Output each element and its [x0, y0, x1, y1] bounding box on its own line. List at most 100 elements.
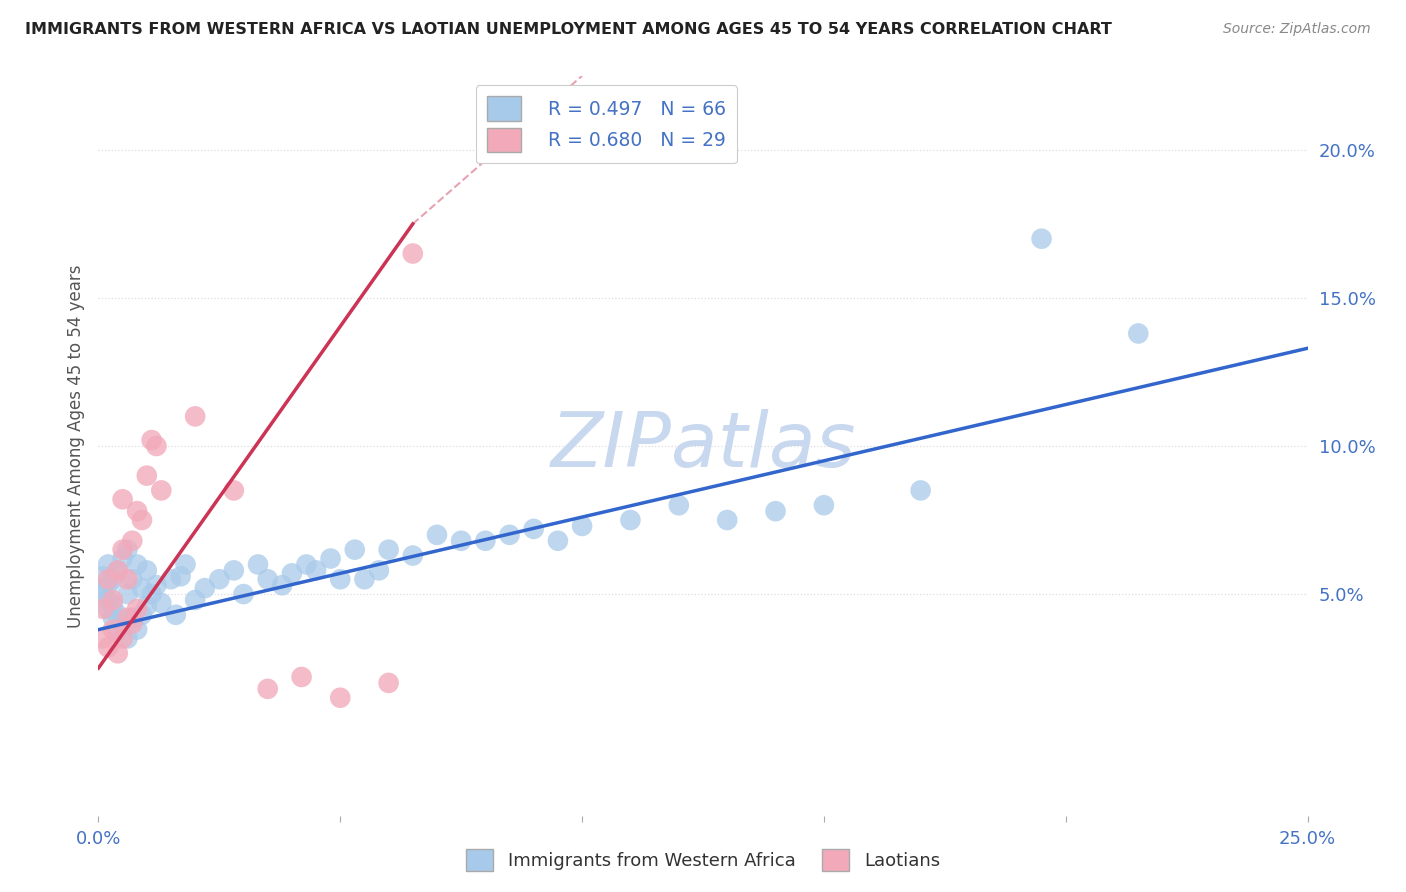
Point [910, 483, 932, 498]
Legend: Immigrants from Western Africa, Laotians: Immigrants from Western Africa, Laotians [458, 842, 948, 879]
Point [402, 246, 425, 260]
Point [256, 681, 278, 696]
Point [329, 572, 352, 586]
Point [121, 616, 143, 631]
Point [117, 587, 139, 601]
Point [208, 572, 231, 586]
Point [150, 596, 173, 610]
Point [141, 587, 163, 601]
Text: ZIPatlas: ZIPatlas [550, 409, 856, 483]
Point [813, 498, 835, 512]
Point [232, 587, 254, 601]
Point [111, 542, 134, 557]
Point [256, 572, 278, 586]
Point [117, 611, 139, 625]
Y-axis label: Unemployment Among Ages 45 to 54 years: Unemployment Among Ages 45 to 54 years [66, 264, 84, 628]
Point [222, 483, 245, 498]
Point [402, 549, 425, 563]
Point [135, 563, 157, 577]
Point [97, 593, 120, 607]
Point [127, 623, 149, 637]
Point [135, 599, 157, 613]
Point [368, 563, 391, 577]
Point [377, 542, 399, 557]
Point [131, 581, 153, 595]
Text: IMMIGRANTS FROM WESTERN AFRICA VS LAOTIAN UNEMPLOYMENT AMONG AGES 45 TO 54 YEARS: IMMIGRANTS FROM WESTERN AFRICA VS LAOTIA… [25, 22, 1112, 37]
Text: Source: ZipAtlas.com: Source: ZipAtlas.com [1223, 22, 1371, 37]
Point [184, 409, 207, 424]
Point [111, 492, 134, 507]
Point [450, 533, 472, 548]
Point [131, 513, 153, 527]
Point [91, 569, 114, 583]
Point [121, 533, 143, 548]
Point [97, 558, 120, 572]
Point [547, 533, 569, 548]
Point [1031, 232, 1053, 246]
Point [135, 468, 157, 483]
Point [716, 513, 738, 527]
Point [377, 676, 399, 690]
Point [150, 483, 173, 498]
Point [169, 569, 191, 583]
Point [117, 632, 139, 646]
Point [127, 558, 149, 572]
Point [107, 563, 129, 577]
Point [101, 572, 124, 586]
Point [295, 558, 318, 572]
Point [91, 602, 114, 616]
Point [111, 632, 134, 646]
Point [1128, 326, 1150, 341]
Point [111, 551, 134, 566]
Point [571, 519, 593, 533]
Point [281, 566, 304, 581]
Point [107, 607, 129, 622]
Point [668, 498, 690, 512]
Point [498, 528, 520, 542]
Point [97, 602, 120, 616]
Point [101, 611, 124, 625]
Point [91, 587, 114, 601]
Point [107, 623, 129, 637]
Point [160, 572, 183, 586]
Point [121, 572, 143, 586]
Point [131, 607, 153, 622]
Point [474, 533, 496, 548]
Point [117, 572, 139, 586]
Point [107, 646, 129, 660]
Point [174, 558, 197, 572]
Point [290, 670, 312, 684]
Point [523, 522, 546, 536]
Point [619, 513, 641, 527]
Point [97, 640, 120, 655]
Point [127, 602, 149, 616]
Point [426, 528, 449, 542]
Point [127, 504, 149, 518]
Point [117, 542, 139, 557]
Point [97, 572, 120, 586]
Point [101, 623, 124, 637]
Point [101, 599, 124, 613]
Point [765, 504, 787, 518]
Point [353, 572, 375, 586]
Point [305, 563, 328, 577]
Point [107, 563, 129, 577]
Point [111, 616, 134, 631]
Point [141, 433, 163, 447]
Point [91, 632, 114, 646]
Point [194, 581, 217, 595]
Point [329, 690, 352, 705]
Point [247, 558, 270, 572]
Point [101, 593, 124, 607]
Point [97, 578, 120, 592]
Point [271, 578, 294, 592]
Point [145, 578, 167, 592]
Point [319, 551, 342, 566]
Point [121, 611, 143, 625]
Point [91, 581, 114, 595]
Point [343, 542, 366, 557]
Point [145, 439, 167, 453]
Legend:   R = 0.497   N = 66,   R = 0.680   N = 29: R = 0.497 N = 66, R = 0.680 N = 29 [475, 86, 737, 163]
Point [165, 607, 187, 622]
Point [222, 563, 245, 577]
